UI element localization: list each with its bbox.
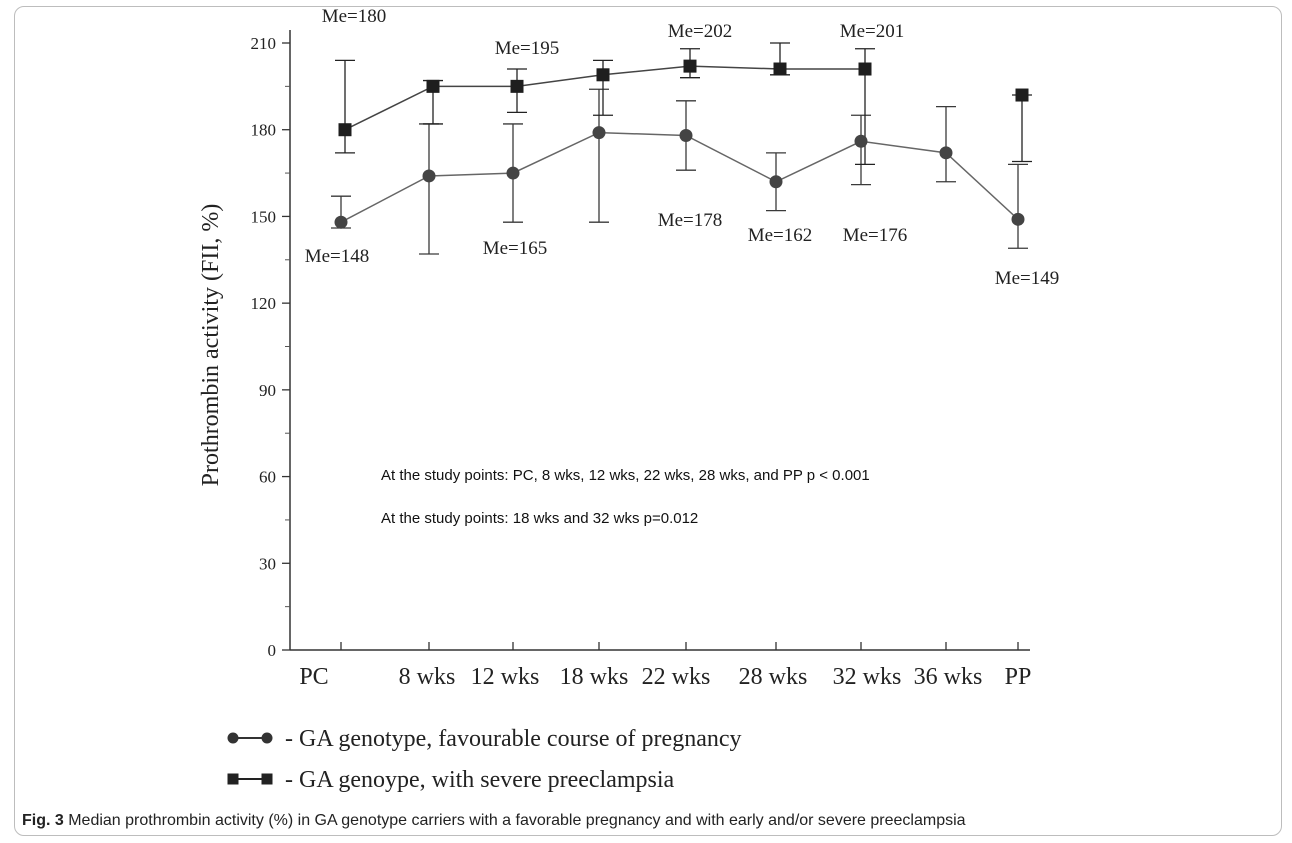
data-point — [1015, 88, 1029, 102]
median-label: Me=201 — [840, 21, 905, 42]
y-tick-label: 150 — [251, 207, 277, 226]
data-point — [338, 123, 352, 137]
figure-caption: Fig. 3 Median prothrombin activity (%) i… — [22, 812, 966, 830]
data-point — [773, 62, 787, 76]
figure-frame — [14, 6, 1282, 836]
data-markers — [334, 59, 1029, 229]
data-point — [334, 215, 348, 229]
data-point — [592, 126, 606, 140]
median-labels: Me=180 Me=195 Me=202 Me=201 Me=148 Me=165 Me=1… — [305, 6, 1060, 289]
y-axis-label: Prothrombin activity (FII, %) — [198, 204, 224, 487]
median-label: Me=195 — [495, 38, 560, 59]
data-point — [858, 62, 872, 76]
data-point — [854, 134, 868, 148]
x-tick-label: 22 wks — [642, 664, 711, 690]
y-tick-label: 60 — [259, 468, 276, 487]
chart-axes — [289, 30, 1030, 651]
x-tick-label: PC — [299, 664, 328, 690]
median-label: Me=202 — [668, 21, 733, 42]
chart-ticks: 0 30 60 90 120 150 180 210 PC 8 wks 12 wks 18 wks 22… — [251, 34, 1032, 690]
y-tick-label: 90 — [259, 381, 276, 400]
legend: - GA genotype, favourable course of preg… — [227, 726, 742, 793]
y-tick-label: 210 — [251, 34, 277, 53]
legend-square-icon — [227, 773, 273, 785]
median-label: Me=178 — [658, 210, 723, 231]
x-tick-label: 32 wks — [833, 664, 902, 690]
data-point — [939, 146, 953, 160]
data-point — [506, 166, 520, 180]
x-tick-label: 8 wks — [399, 664, 456, 690]
x-tick-label: 36 wks — [914, 664, 983, 690]
y-tick-label: 120 — [251, 294, 277, 313]
median-label: Me=176 — [843, 225, 908, 246]
y-tick-label: 0 — [268, 641, 277, 660]
data-point — [426, 79, 440, 93]
series-lines — [340, 65, 1019, 223]
y-tick-label: 180 — [251, 121, 277, 140]
legend-circle-icon — [227, 732, 273, 744]
data-point — [510, 79, 524, 93]
caption-label: Fig. 3 — [22, 812, 64, 829]
data-point — [422, 169, 436, 183]
stats-note-2: At the study points: 18 wks and 32 wks p… — [381, 510, 698, 527]
x-tick-label: 28 wks — [739, 664, 808, 690]
legend-label-favourable: - GA genotype, favourable course of preg… — [285, 726, 742, 752]
legend-label-preeclampsia: - GA genoype, with severe preeclampsia — [285, 767, 675, 793]
caption-text: Median prothrombin activity (%) in GA ge… — [63, 812, 966, 829]
median-label: Me=162 — [748, 225, 813, 246]
data-point — [679, 128, 693, 142]
stats-note-1: At the study points: PC, 8 wks, 12 wks, … — [381, 467, 870, 484]
x-tick-label: 12 wks — [471, 664, 540, 690]
y-tick-label: 30 — [259, 554, 276, 573]
data-point — [596, 68, 610, 82]
median-label: Me=180 — [322, 6, 387, 27]
series-line-favourable — [340, 131, 1019, 223]
median-label: Me=149 — [995, 268, 1060, 289]
x-tick-label: 18 wks — [560, 664, 629, 690]
median-label: Me=165 — [483, 238, 548, 259]
data-point — [769, 175, 783, 189]
median-label: Me=148 — [305, 246, 370, 267]
x-tick-label: PP — [1005, 664, 1032, 690]
data-point — [1011, 212, 1025, 226]
data-point — [683, 59, 697, 73]
